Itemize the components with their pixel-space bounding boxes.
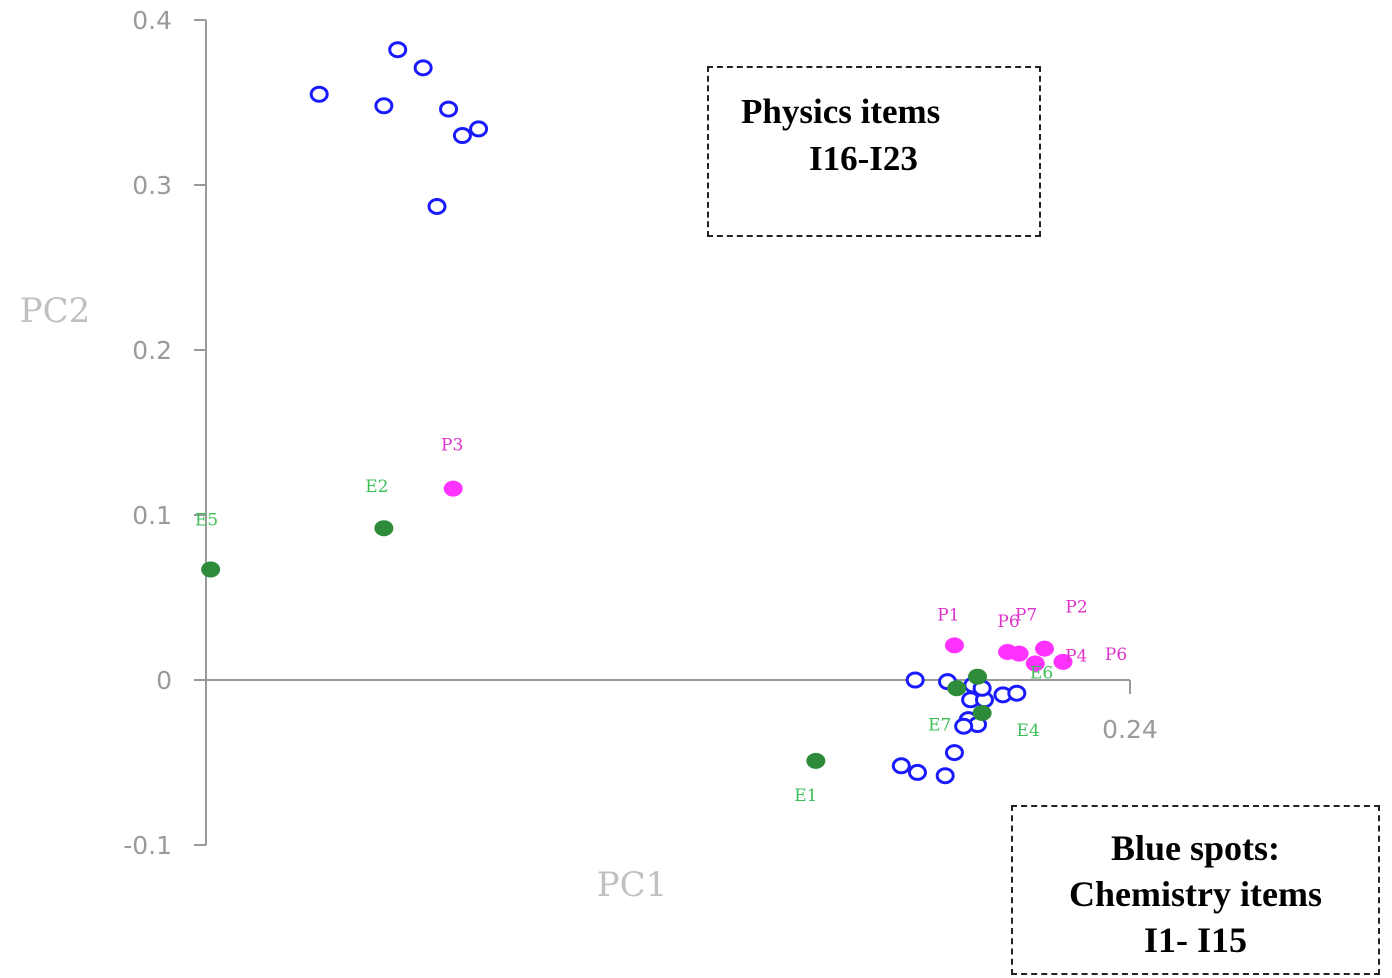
y-axis-label: PC2 [20, 291, 91, 331]
point-label: P7 [1015, 606, 1037, 626]
point-label: P6 [1105, 645, 1127, 665]
chemistry-point [905, 671, 925, 689]
point-label: P3 [441, 436, 463, 456]
physics-point [452, 127, 472, 144]
physics-items-annotation: Physics items I16-I23 [707, 66, 1041, 237]
physics-point [374, 97, 394, 115]
tick-labels: 0.4 0.3 0.2 0.1 0 -0.1 0.24 [123, 6, 1158, 860]
x-axis-label: PC1 [597, 865, 668, 905]
blue-box-line-1: Blue spots: [1110, 828, 1281, 868]
chemistry-point [954, 717, 974, 735]
e_items-point [201, 561, 221, 578]
point-label: E7 [928, 715, 951, 735]
chemistry-point [1007, 684, 1027, 702]
point-label: P2 [1065, 598, 1087, 618]
e_items-point [374, 520, 394, 537]
blue-box-line-3: I1- I15 [1143, 920, 1247, 960]
p_items-point [1035, 640, 1055, 657]
physics-point [427, 197, 447, 215]
point-label: E1 [794, 786, 817, 806]
point-label: P1 [937, 605, 959, 625]
y-tick-label: -0.1 [123, 831, 172, 860]
physics-box-line-1: Physics items [741, 92, 941, 131]
y-tick-label: 0.4 [132, 6, 172, 35]
y-tick-label: 0 [156, 666, 172, 695]
p_items-point [1009, 645, 1029, 662]
p_items-point [1053, 653, 1073, 670]
point-label: P6 [997, 612, 1019, 632]
physics-point [469, 120, 489, 138]
point-label: E6 [1030, 664, 1053, 684]
chemistry-point [935, 767, 955, 785]
p_items-point [1025, 655, 1045, 672]
physics-point [309, 85, 329, 103]
point-label: P4 [1065, 647, 1087, 667]
e_items-point [968, 668, 988, 685]
point-label: E2 [365, 477, 388, 497]
e_items-point [972, 705, 992, 721]
chemistry-items-annotation: Blue spots: Chemistry items I1- I15 [1011, 805, 1380, 975]
physics-box-line-2: I16-I23 [809, 139, 918, 178]
blue-box-line-2: Chemistry items [1069, 874, 1322, 914]
chemistry-point [944, 744, 964, 762]
chemistry-point [891, 757, 911, 775]
data-points [201, 41, 1073, 785]
physics-point [413, 59, 433, 77]
e_items-point [806, 752, 826, 769]
y-tick-label: 0.2 [132, 336, 172, 365]
chemistry-point [907, 763, 927, 781]
p_items-point [944, 637, 964, 654]
point-label: E4 [1017, 721, 1040, 741]
physics-point [439, 100, 459, 118]
point-label: E5 [195, 510, 218, 530]
x-tick-label: 0.24 [1102, 715, 1158, 744]
y-tick-label: 0.3 [132, 171, 172, 200]
physics-point [388, 41, 408, 59]
y-tick-label: 0.1 [132, 501, 172, 530]
e_items-point [947, 680, 967, 697]
p_items-point [443, 480, 463, 497]
